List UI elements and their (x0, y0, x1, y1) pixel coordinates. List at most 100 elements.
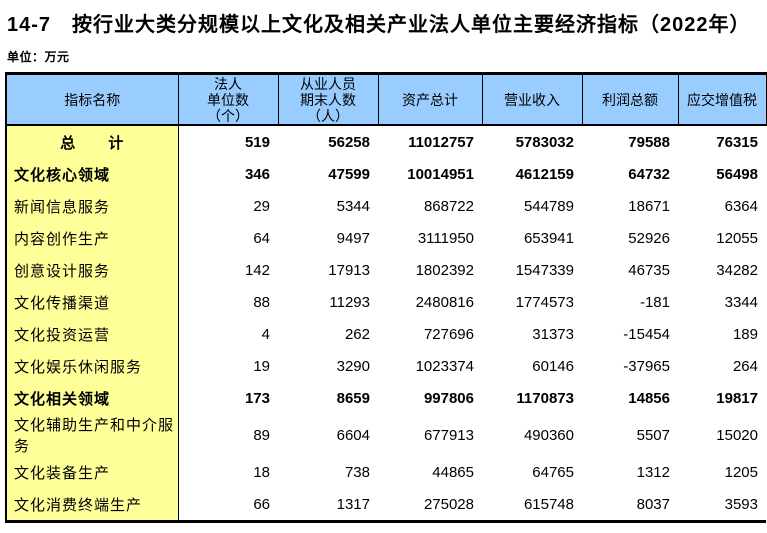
row-label: 文化娱乐休闲服务 (5, 350, 179, 382)
cell-profit: 14856 (628, 389, 670, 407)
cell-revenue: 1170873 (516, 389, 574, 407)
table-row: 文化消费终端生产 66 1317 275028 615748 8037 3593 (5, 488, 766, 522)
cell-assets: 1802392 (415, 261, 474, 279)
cell-profit: 46735 (628, 261, 670, 279)
cell-employees: 5344 (336, 197, 370, 215)
table-row: 文化传播渠道 88 11293 2480816 1774573 -181 334… (5, 286, 766, 318)
cell-vat: 34282 (716, 261, 758, 279)
table-header: 指标名称 法人 单位数 （个） 从业人员 期末人数 （人） 资产总计 营业收入 … (5, 73, 767, 126)
table-row: 创意设计服务 142 17913 1802392 1547339 46735 3… (5, 254, 766, 286)
cell-assets: 2480816 (415, 293, 474, 311)
table-row-core-sector: 文化核心领域 346 47599 10014951 4612159 64732 … (5, 158, 766, 190)
cell-employees: 11293 (329, 293, 370, 311)
cell-employees: 6604 (336, 426, 370, 444)
cell-employees: 3290 (336, 357, 370, 375)
cell-legal-units: 519 (244, 133, 270, 151)
cell-employees: 738 (344, 463, 370, 481)
cell-profit: 1312 (636, 463, 670, 481)
cell-legal-units: 88 (253, 293, 270, 311)
cell-assets: 275028 (423, 495, 474, 513)
cell-revenue: 615748 (523, 495, 574, 513)
cell-vat: 264 (732, 357, 758, 375)
row-label: 文化相关领域 (5, 382, 179, 414)
row-label: 总 计 (5, 125, 179, 158)
cell-employees: 1317 (336, 495, 370, 513)
cell-assets: 868722 (423, 197, 474, 215)
col-header-line: （个） (207, 107, 249, 124)
cell-employees: 17913 (328, 261, 370, 279)
cell-revenue: 490360 (523, 426, 574, 444)
cell-profit: 5507 (636, 426, 670, 444)
cell-revenue: 1774573 (515, 293, 574, 311)
col-header-vat: 应交增值税 (677, 73, 767, 126)
cell-legal-units: 66 (253, 495, 270, 513)
cell-vat: 189 (732, 325, 758, 343)
table-row: 内容创作生产 64 9497 3111950 653941 52926 1205… (5, 222, 766, 254)
cell-legal-units: 18 (253, 463, 270, 481)
cell-vat: 76315 (716, 133, 758, 151)
cell-legal-units: 142 (244, 261, 270, 279)
col-header-employees: 从业人员 期末人数 （人） (277, 73, 379, 126)
page-title: 14-7 按行业大类分规模以上文化及相关产业法人单位主要经济指标（2022年） (7, 14, 751, 36)
cell-profit: 18671 (628, 197, 670, 215)
row-label: 文化消费终端生产 (5, 488, 179, 522)
cell-legal-units: 64 (253, 229, 270, 247)
cell-profit: -15454 (623, 325, 670, 343)
cell-profit: -37965 (623, 357, 670, 375)
cell-profit: 8037 (636, 495, 670, 513)
cell-assets: 997806 (423, 389, 474, 407)
col-header-legal-units: 法人 单位数 （个） (177, 73, 279, 126)
col-header-profit: 利润总额 (581, 73, 679, 126)
cell-vat: 12055 (716, 229, 758, 247)
cell-vat: 1205 (724, 463, 758, 481)
col-header-line: 单位数 (207, 91, 249, 108)
row-label: 文化传播渠道 (5, 286, 179, 318)
row-label: 内容创作生产 (5, 222, 179, 254)
cell-profit: 64732 (628, 165, 670, 183)
cell-revenue: 64765 (532, 463, 574, 481)
cell-legal-units: 4 (261, 325, 270, 343)
cell-assets: 11012757 (408, 133, 474, 151)
row-label: 新闻信息服务 (5, 190, 179, 222)
table-body: 总 计 519 56258 11012757 5783032 79588 763… (5, 125, 766, 522)
col-header-revenue: 营业收入 (481, 73, 583, 126)
cell-legal-units: 89 (253, 426, 270, 444)
cell-vat: 6364 (724, 197, 758, 215)
col-header-line: （人） (307, 107, 349, 124)
cell-revenue: 31373 (532, 325, 574, 343)
cell-vat: 3593 (724, 495, 758, 513)
cell-assets: 44865 (432, 463, 474, 481)
cell-legal-units: 173 (244, 389, 270, 407)
row-label: 文化装备生产 (5, 456, 179, 488)
cell-vat: 56498 (716, 165, 758, 183)
cell-employees: 56258 (328, 133, 370, 151)
cell-profit: 79588 (628, 133, 670, 151)
col-header-assets: 资产总计 (377, 73, 483, 126)
cell-assets: 1023374 (415, 357, 474, 375)
col-header-line: 法人 (214, 75, 242, 92)
indicators-table: 指标名称 法人 单位数 （个） 从业人员 期末人数 （人） 资产总计 营业收入 … (5, 72, 767, 523)
cell-revenue: 544789 (523, 197, 574, 215)
cell-vat: 15020 (716, 426, 758, 444)
cell-assets: 727696 (423, 325, 474, 343)
cell-legal-units: 19 (253, 357, 270, 375)
cell-profit: 52926 (628, 229, 670, 247)
header-row: 指标名称 法人 单位数 （个） 从业人员 期末人数 （人） 资产总计 营业收入 … (5, 73, 767, 126)
cell-employees: 8659 (336, 389, 370, 407)
cell-revenue: 4612159 (515, 165, 574, 183)
cell-profit: -181 (639, 293, 670, 311)
cell-employees: 9497 (336, 229, 370, 247)
table-row-total: 总 计 519 56258 11012757 5783032 79588 763… (5, 125, 766, 158)
cell-legal-units: 346 (244, 165, 270, 183)
cell-revenue: 653941 (523, 229, 574, 247)
cell-revenue: 5783032 (515, 133, 574, 151)
row-label: 文化核心领域 (5, 158, 179, 190)
cell-employees: 47599 (328, 165, 370, 183)
cell-revenue: 1547339 (515, 261, 574, 279)
cell-legal-units: 29 (253, 197, 270, 215)
cell-vat: 19817 (716, 389, 758, 407)
table-row: 文化投资运营 4 262 727696 31373 -15454 189 (5, 318, 766, 350)
table-row: 新闻信息服务 29 5344 868722 544789 18671 6364 (5, 190, 766, 222)
table-row: 文化辅助生产和中介服务 89 6604 677913 490360 5507 1… (5, 414, 766, 456)
cell-assets: 3111950 (417, 229, 474, 247)
